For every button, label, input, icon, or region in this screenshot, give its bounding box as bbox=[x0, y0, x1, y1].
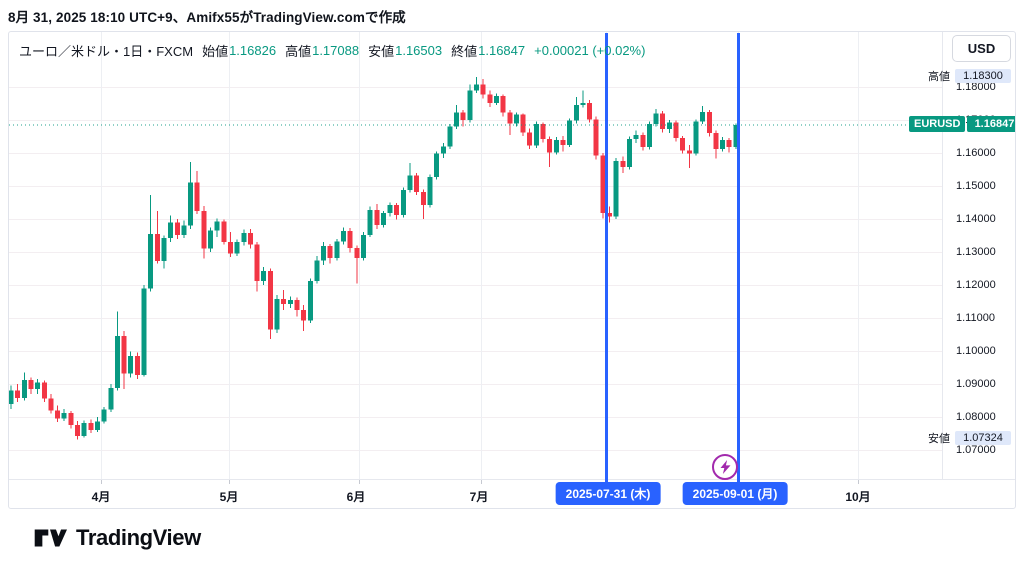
current-price-tag: EURUSD 1.16847 bbox=[909, 116, 1015, 133]
price-axis-label: 1.11000 bbox=[956, 312, 995, 324]
time-axis-tick bbox=[858, 480, 859, 484]
event-date-tag[interactable]: 2025-07-31 (木) bbox=[555, 482, 661, 505]
time-axis-label: 6月 bbox=[346, 490, 366, 504]
time-axis-label: 5月 bbox=[219, 490, 239, 504]
time-axis-separator bbox=[9, 479, 1015, 480]
low-marker-value: 1.07324 bbox=[955, 431, 1011, 446]
price-axis-label: 1.15000 bbox=[956, 180, 996, 192]
time-axis-label: 4月 bbox=[91, 490, 111, 504]
high-marker-label: 高値 bbox=[928, 71, 950, 84]
time-axis-tick bbox=[481, 480, 482, 484]
lightning-bolt-glyph bbox=[720, 460, 730, 474]
lightning-event-icon[interactable] bbox=[712, 454, 738, 480]
current-price-badge: 1.16847 bbox=[967, 116, 1015, 133]
high-marker-value: 1.18300 bbox=[955, 69, 1011, 84]
event-vertical-line[interactable] bbox=[736, 33, 740, 483]
price-axis-separator bbox=[942, 32, 943, 479]
change-value: +0.00021 (+0.02%) bbox=[534, 43, 646, 58]
tradingview-logo-mark bbox=[34, 529, 67, 547]
price-axis-label: 1.16000 bbox=[956, 147, 996, 159]
symbol-badge: EURUSD bbox=[909, 116, 966, 133]
price-axis-label: 1.07000 bbox=[956, 444, 996, 456]
price-axis-label: 1.12000 bbox=[956, 279, 996, 291]
time-axis-tick bbox=[229, 480, 230, 484]
period-low-marker: 安値 1.07324 bbox=[881, 430, 1011, 446]
period-high-marker: 高値 1.18300 bbox=[881, 68, 1011, 84]
price-axis-label: 1.10000 bbox=[956, 345, 996, 357]
low-marker-label: 安値 bbox=[928, 433, 950, 446]
price-axis-label: 1.13000 bbox=[956, 246, 996, 258]
event-vertical-line[interactable] bbox=[604, 33, 608, 483]
tradingview-logo-text: TradingView bbox=[76, 525, 201, 550]
chart-legend: ユーロ／米ドル・1日・FXCM 始値 1.16826 高値 1.17088 安値 1.… bbox=[19, 41, 645, 60]
currency-selector-button[interactable]: USD bbox=[952, 35, 1011, 62]
price-axis-label: 1.14000 bbox=[956, 213, 996, 225]
price-axis-label: 1.09000 bbox=[956, 378, 996, 390]
tradingview-logo[interactable]: TradingView bbox=[33, 524, 201, 552]
ohlc-open: 始値 1.16826 bbox=[202, 43, 277, 59]
time-axis-tick bbox=[101, 480, 102, 484]
ohlc-low: 安値 1.16503 bbox=[368, 43, 443, 59]
chart-widget: ユーロ／米ドル・1日・FXCM 始値 1.16826 高値 1.17088 安値 1.… bbox=[8, 31, 1016, 509]
candlestick-chart[interactable] bbox=[9, 32, 1015, 508]
time-axis-label: 7月 bbox=[469, 490, 489, 504]
time-axis-tick bbox=[359, 480, 360, 484]
price-axis-label: 1.18000 bbox=[956, 81, 996, 93]
ohlc-close: 終値 1.16847 bbox=[451, 43, 526, 59]
symbol-title[interactable]: ユーロ／米ドル・1日・FXCM bbox=[19, 44, 194, 59]
price-axis-label: 1.08000 bbox=[956, 411, 996, 423]
ohlc-high: 高値 1.17088 bbox=[285, 43, 360, 59]
time-axis-label: 10月 bbox=[845, 490, 871, 504]
creation-attribution: 8月 31, 2025 18:10 UTC+9、Amifx55がTradingV… bbox=[8, 10, 406, 25]
event-date-tag[interactable]: 2025-09-01 (月) bbox=[682, 482, 788, 505]
